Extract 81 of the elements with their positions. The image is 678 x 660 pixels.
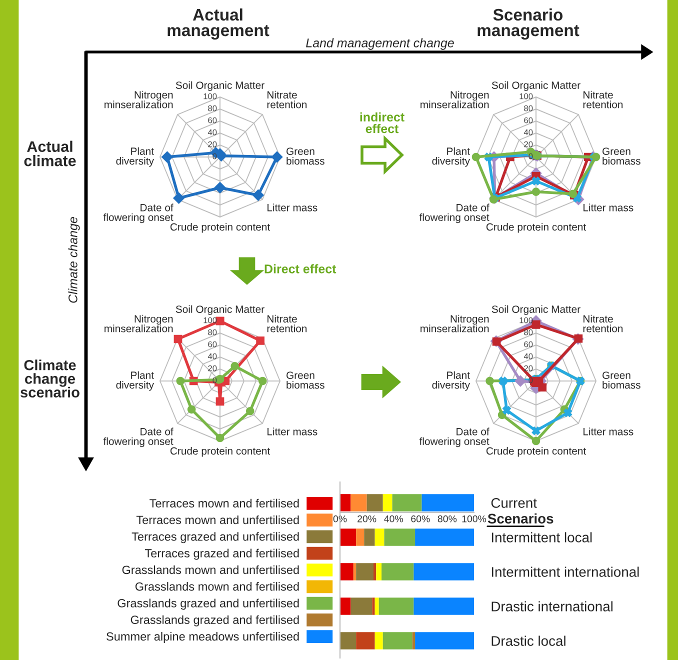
legend-label: Terraces mown and fertilised xyxy=(150,498,299,508)
text: Climate change scenario xyxy=(20,360,80,398)
text: indirect effect xyxy=(360,112,404,134)
y-tick-label: 40 xyxy=(208,129,217,136)
spoke-label: Green biomass xyxy=(286,372,324,389)
y-tick-label: 20 xyxy=(208,141,217,148)
spoke-label: Plant diversity xyxy=(432,371,470,391)
spoke-label: Nitrogen minseralization xyxy=(420,90,489,108)
legend-label: Grasslands grazed and fertilised xyxy=(130,615,299,626)
spoke-label: Litter mass xyxy=(268,204,318,212)
x-tick-label: 0% xyxy=(333,515,347,522)
spoke-label: Litter mass xyxy=(584,204,634,212)
spoke-label: Crude protein content xyxy=(486,447,586,457)
spoke-label: Litter mass xyxy=(584,428,634,436)
spoke-label: Nitrate retention xyxy=(583,90,623,108)
spoke-label: Green biomass xyxy=(602,372,640,389)
spoke-label: Crude protein content xyxy=(170,223,270,233)
spoke-label: Nitrogen minseralization xyxy=(420,314,489,332)
spoke-label: Green biomass xyxy=(602,148,640,165)
y-tick-label: Intermittent international xyxy=(492,566,639,577)
y-tick-label: 20 xyxy=(524,365,533,372)
legend-label: Terraces grazed and unfertilised xyxy=(132,532,299,544)
y-tick-label: 60 xyxy=(524,117,533,124)
y-tick-label: Drastic international xyxy=(492,601,612,612)
spoke-label: Plant diversity xyxy=(116,147,154,167)
text: Scenarios xyxy=(488,513,554,524)
y-tick-label: 80 xyxy=(524,105,533,112)
spoke-label: Plant diversity xyxy=(432,147,470,167)
y-tick-label: 60 xyxy=(524,341,533,348)
legend-label: Terraces mown and unfertilised xyxy=(136,515,299,524)
y-tick-label: 100 xyxy=(520,93,533,100)
y-tick-label: 0 xyxy=(212,377,217,384)
spoke-label: Soil Organic Matter xyxy=(492,81,580,91)
legend-label: Summer alpine meadows unfertilised xyxy=(106,632,299,643)
spoke-label: Crude protein content xyxy=(486,223,586,233)
spoke-label: Soil Organic Matter xyxy=(492,305,580,315)
spoke-label: Green biomass xyxy=(286,148,324,165)
spoke-label: Date of flowering onset xyxy=(103,428,174,448)
spoke-label: Nitrate retention xyxy=(267,90,307,108)
chart-title: Scenario management xyxy=(478,8,580,40)
legend-label: Grasslands grazed and unfertilised xyxy=(118,598,299,610)
spoke-label: Date of flowering onset xyxy=(419,428,490,448)
y-tick-label: Intermittent local xyxy=(492,532,592,542)
x-tick-label: 40% xyxy=(384,515,403,522)
text: Direct effect xyxy=(264,264,336,274)
legend-label: Grasslands mown and unfertilised xyxy=(122,565,299,574)
y-tick-label: 80 xyxy=(208,105,217,112)
y-tick-label: 0 xyxy=(528,153,533,160)
spoke-label: Soil Organic Matter xyxy=(176,305,264,315)
spoke-label: Nitrate retention xyxy=(583,314,623,332)
y-tick-label: 20 xyxy=(208,365,217,372)
text: Land management change xyxy=(306,38,454,50)
x-tick-label: 20% xyxy=(358,515,376,522)
y-tick-label: 60 xyxy=(208,117,217,124)
y-tick-label: 100 xyxy=(204,93,217,100)
legend-label: Grasslands mown and fertilised xyxy=(135,582,299,591)
legend-label: Terraces grazed and fertilised xyxy=(144,548,299,560)
y-tick-label: 40 xyxy=(208,353,217,360)
spoke-label: Litter mass xyxy=(268,428,318,436)
y-tick-label: Drastic local xyxy=(492,636,566,646)
y-tick-label: 60 xyxy=(208,341,217,348)
spoke-label: Nitrogen minseralization xyxy=(104,90,173,108)
spoke-label: Soil Organic Matter xyxy=(176,81,264,91)
spoke-label: Date of flowering onset xyxy=(419,204,490,224)
spoke-label: Nitrogen minseralization xyxy=(104,314,173,332)
spoke-label: Nitrate retention xyxy=(267,314,307,332)
spoke-label: Crude protein content xyxy=(170,447,270,457)
x-tick-label: 60% xyxy=(411,515,430,522)
y-tick-label: 40 xyxy=(524,353,533,360)
text: Climate change xyxy=(68,217,80,303)
y-tick-label: 20 xyxy=(524,141,533,148)
spoke-label: Date of flowering onset xyxy=(103,204,174,224)
x-tick-label: 100% xyxy=(462,515,486,522)
y-tick-label: 40 xyxy=(524,129,533,136)
y-tick-label: Current xyxy=(491,498,537,508)
y-tick-label: 80 xyxy=(208,329,217,336)
chart-title: Actual management xyxy=(168,8,270,40)
x-tick-label: 80% xyxy=(438,515,457,522)
spoke-label: Plant diversity xyxy=(116,371,154,391)
y-tick-label: 80 xyxy=(524,329,533,336)
text: Actual climate xyxy=(24,140,76,166)
